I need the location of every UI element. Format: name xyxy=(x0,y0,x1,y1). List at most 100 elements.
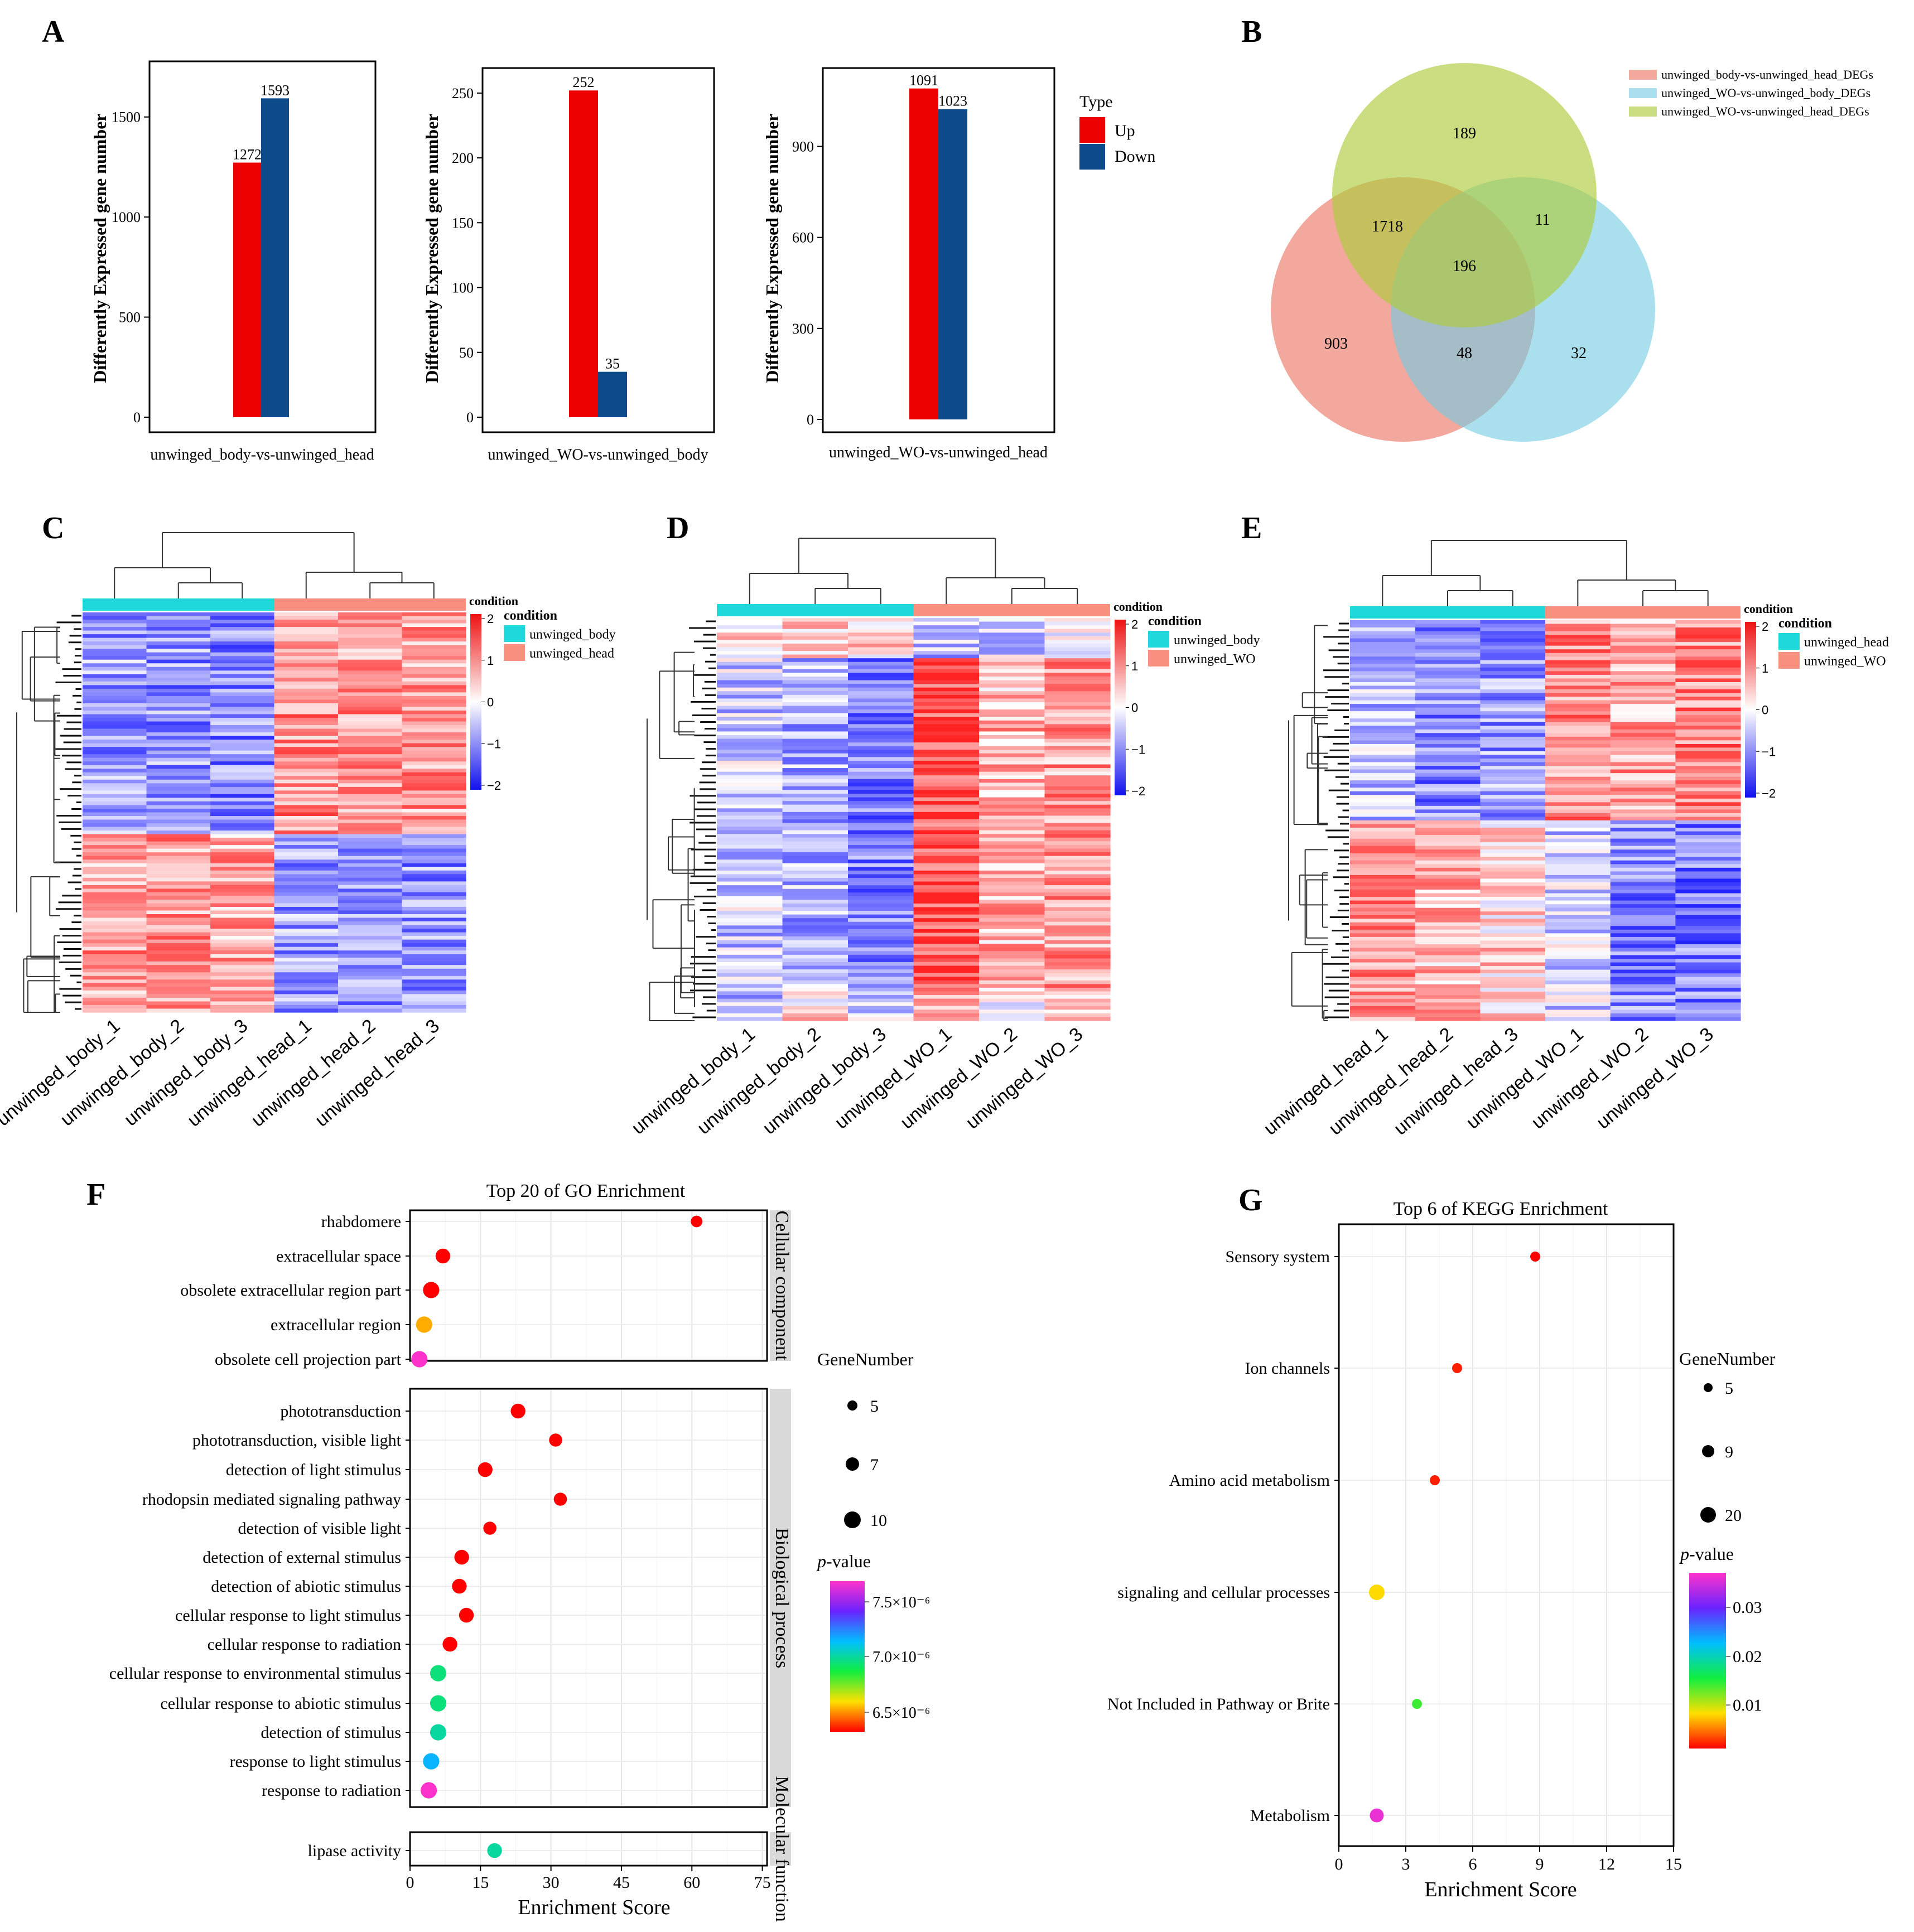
heatmap-cell xyxy=(274,670,339,675)
panel-label-e: E xyxy=(1241,511,1262,545)
heatmap-cell xyxy=(848,771,914,776)
heatmap-cell xyxy=(1610,911,1676,916)
heatmap-cell xyxy=(717,812,783,817)
heatmap-cell xyxy=(717,903,783,908)
heatmap-cell xyxy=(717,717,783,721)
heatmap-cell xyxy=(782,720,848,724)
heatmap-cell xyxy=(1350,722,1416,726)
heatmap-cell xyxy=(1480,966,1546,970)
heatmap-cell xyxy=(782,859,848,864)
heatmap-cell xyxy=(1415,766,1481,770)
heatmap-cell xyxy=(83,765,147,769)
heatmap-cell xyxy=(717,991,783,996)
term-label: detection of abiotic stimulus xyxy=(211,1577,401,1596)
heatmap-cell xyxy=(1675,769,1741,774)
heatmap-cell xyxy=(782,841,848,846)
heatmap-cell xyxy=(1350,743,1416,748)
heatmap-cell xyxy=(1415,922,1481,926)
heatmap-cell xyxy=(1350,784,1416,788)
heatmap-cell xyxy=(83,903,147,907)
data-point xyxy=(430,1665,447,1682)
heatmap-cell xyxy=(1415,802,1481,806)
heatmap-cell xyxy=(1545,828,1611,832)
heatmap-cell xyxy=(1350,809,1416,814)
heatmap-cell xyxy=(83,954,147,958)
heatmap-d: unwinged_body_1unwinged_body_2unwinged_b… xyxy=(628,538,1260,1139)
heatmap-cell xyxy=(83,950,147,955)
heatmap-cell xyxy=(848,790,914,794)
heatmap-cell xyxy=(782,753,848,758)
heatmap-cell xyxy=(338,710,403,715)
heatmap-cell xyxy=(146,870,211,875)
heatmap-cell xyxy=(913,973,980,977)
heatmap-cell xyxy=(1675,685,1741,690)
heatmap-cell xyxy=(274,929,339,933)
heatmap-cell xyxy=(717,819,783,824)
heatmap-cell xyxy=(848,987,914,992)
heatmap-cell xyxy=(1545,871,1611,876)
heatmap-cell xyxy=(1610,798,1676,803)
y-tick-label: 250 xyxy=(452,85,474,102)
heatmap-cell xyxy=(210,914,275,919)
type-legend: Type Up Down xyxy=(1079,93,1155,170)
heatmap-cell xyxy=(1480,751,1546,756)
heatmap-cell xyxy=(848,673,914,677)
color-scale-bar xyxy=(1745,622,1756,798)
heatmap-cell xyxy=(402,666,466,671)
heatmap-cell xyxy=(913,947,980,951)
heatmap-cell xyxy=(210,827,275,831)
heatmap-cell xyxy=(979,844,1045,849)
heatmap-cell xyxy=(1415,791,1481,795)
heatmap-cell xyxy=(274,743,339,747)
heatmap-cell xyxy=(83,641,147,646)
heatmap-cell xyxy=(717,929,783,934)
heatmap-cell xyxy=(1350,707,1416,712)
x-tick-label: 0 xyxy=(1335,1855,1343,1873)
x-axis-label: Enrichment Score xyxy=(1424,1878,1576,1901)
heatmap-cell xyxy=(210,881,275,886)
size-legend-label: 10 xyxy=(870,1511,887,1530)
heatmap-cell xyxy=(1675,907,1741,912)
heatmap-cell xyxy=(402,925,466,929)
heatmap-cell xyxy=(1675,642,1741,646)
condition-legend-swatch-2 xyxy=(504,644,525,661)
heatmap-cell xyxy=(1350,886,1416,890)
heatmap-cell xyxy=(848,786,914,791)
heatmap-cell xyxy=(1350,929,1416,934)
heatmap-cell xyxy=(1675,773,1741,777)
heatmap-cell xyxy=(402,834,466,838)
heatmap-cell xyxy=(338,954,403,958)
heatmap-cell xyxy=(782,1010,848,1014)
heatmap-cell xyxy=(913,779,980,783)
heatmap-cell xyxy=(782,661,848,666)
heatmap-cell xyxy=(1675,660,1741,664)
heatmap-cell xyxy=(210,1001,275,1006)
heatmap-cell xyxy=(848,753,914,758)
heatmap-cell xyxy=(338,707,403,711)
heatmap-cell xyxy=(1415,747,1481,752)
heatmap-cell xyxy=(1350,944,1416,949)
heatmap-cell xyxy=(1545,791,1611,795)
heatmap-cell xyxy=(83,725,147,730)
heatmap-cell xyxy=(210,929,275,933)
heatmap-cell xyxy=(782,647,848,651)
heatmap-cell xyxy=(83,885,147,889)
legend-title: condition xyxy=(1113,600,1163,614)
heatmap-cell xyxy=(848,636,914,640)
heatmap-cell xyxy=(782,991,848,996)
heatmap-cell xyxy=(979,827,1045,831)
heatmap-cell xyxy=(1675,838,1741,843)
heatmap-cell xyxy=(782,794,848,798)
heatmap-cell xyxy=(717,870,783,875)
heatmap-cell xyxy=(848,951,914,955)
heatmap-cell xyxy=(210,830,275,835)
venn-count-pink-blue: 48 xyxy=(1457,345,1472,362)
heatmap-cell xyxy=(1480,769,1546,774)
heatmap-cell xyxy=(1415,711,1481,716)
heatmap-cell xyxy=(402,627,466,631)
heatmap-cell xyxy=(1350,849,1416,854)
heatmap-cell xyxy=(1415,838,1481,843)
heatmap-cell xyxy=(1675,624,1741,628)
heatmap-cell xyxy=(1610,784,1676,788)
